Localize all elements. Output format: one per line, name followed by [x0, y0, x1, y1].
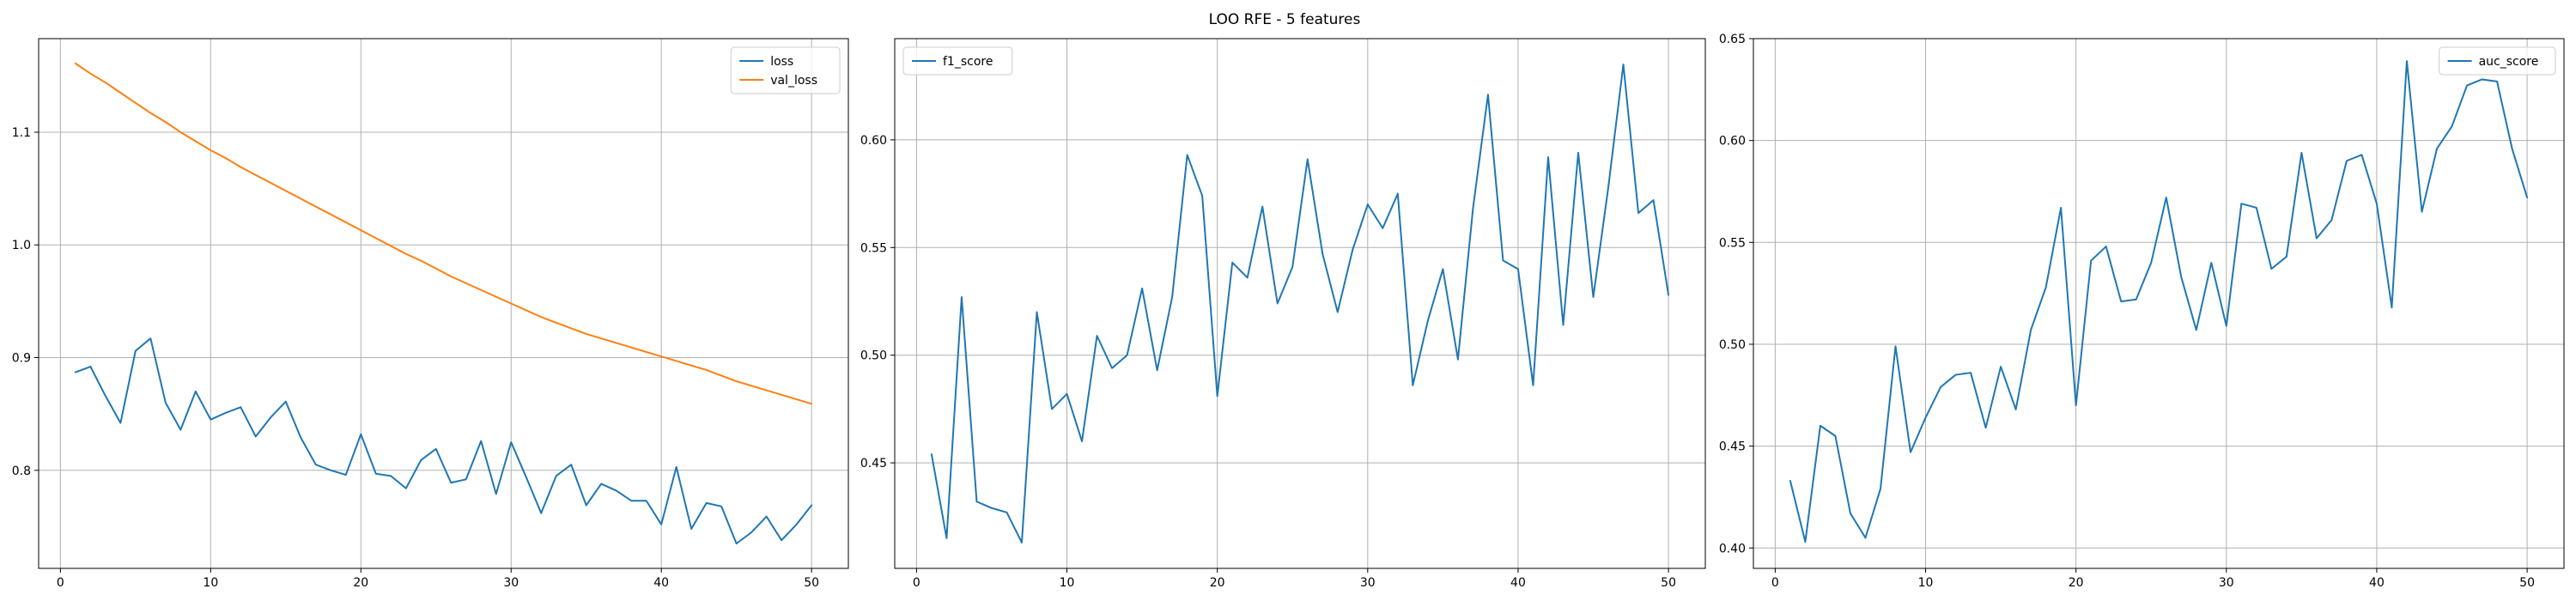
y-tick-label: 1.1 — [12, 126, 31, 140]
x-tick-label: 10 — [203, 576, 218, 590]
legend-label: auc_score — [2479, 55, 2539, 69]
y-tick-label: 0.55 — [1719, 236, 1746, 250]
legend-box — [730, 46, 841, 94]
axes-frame — [894, 38, 1706, 569]
x-tick-label: 30 — [2219, 576, 2234, 590]
y-tick-label: 0.65 — [1719, 33, 1746, 46]
x-tick-label: 30 — [503, 576, 519, 590]
x-tick-label: 40 — [2369, 576, 2385, 590]
y-tick-label: 0.55 — [860, 241, 887, 255]
chart-panel-3: 0 10 20 30 40 50 0.40 0.45 0.50 0.55 0.60 0.65 auc_s… — [1719, 33, 2565, 590]
series-line-loss — [74, 337, 813, 545]
y-tick-label: 0.45 — [860, 457, 887, 470]
legend-label: val_loss — [770, 74, 817, 88]
legend: f1_score — [902, 46, 1013, 76]
y-tick-label: 1.0 — [12, 239, 31, 252]
series-line-auc_score — [1789, 60, 2529, 543]
x-tick-label: 20 — [1210, 576, 1225, 590]
x-tick-label: 50 — [1661, 576, 1676, 590]
figure-suptitle: LOO RFE - 5 features — [1209, 11, 1361, 28]
x-tick-label: 10 — [1060, 576, 1075, 590]
chart-panels: 0 10 20 30 40 50 0.8 0.9 1.0 1.1 loss val_loss 0 10 20… — [12, 33, 2565, 590]
x-tick-label: 0 — [913, 576, 920, 590]
series-line-val_loss — [74, 62, 813, 405]
y-tick-label: 0.50 — [1719, 338, 1746, 352]
legend: loss val_loss — [730, 46, 841, 94]
x-tick-label: 40 — [1510, 576, 1526, 590]
y-tick-label: 0.8 — [12, 464, 31, 478]
legend-box — [2439, 46, 2556, 76]
y-tick-label: 0.50 — [860, 349, 887, 363]
y-tick-label: 0.60 — [860, 134, 887, 148]
x-tick-label: 50 — [804, 576, 819, 590]
axes-frame — [1753, 38, 2565, 569]
x-tick-label: 0 — [1771, 576, 1779, 590]
x-tick-label: 40 — [653, 576, 669, 590]
y-tick-label: 0.9 — [12, 352, 31, 366]
axes-frame — [38, 38, 849, 569]
legend-box — [902, 46, 1013, 76]
legend-label: f1_score — [943, 55, 993, 69]
chart-panel-1: 0 10 20 30 40 50 0.8 0.9 1.0 1.1 loss val_loss — [12, 38, 849, 590]
chart-panel-2: 0 10 20 30 40 50 0.45 0.50 0.55 0.60 f1_score — [860, 38, 1706, 590]
series-line-f1_score — [930, 64, 1670, 543]
x-tick-label: 20 — [2069, 576, 2084, 590]
y-tick-label: 0.40 — [1719, 542, 1746, 555]
x-tick-label: 0 — [57, 576, 64, 590]
x-tick-label: 20 — [353, 576, 368, 590]
legend: auc_score — [2439, 46, 2556, 76]
x-tick-label: 50 — [2519, 576, 2535, 590]
legend-label: loss — [770, 55, 793, 69]
x-tick-label: 30 — [1360, 576, 1376, 590]
x-tick-label: 10 — [1918, 576, 1934, 590]
y-tick-label: 0.45 — [1719, 440, 1746, 454]
y-tick-label: 0.60 — [1719, 135, 1746, 149]
